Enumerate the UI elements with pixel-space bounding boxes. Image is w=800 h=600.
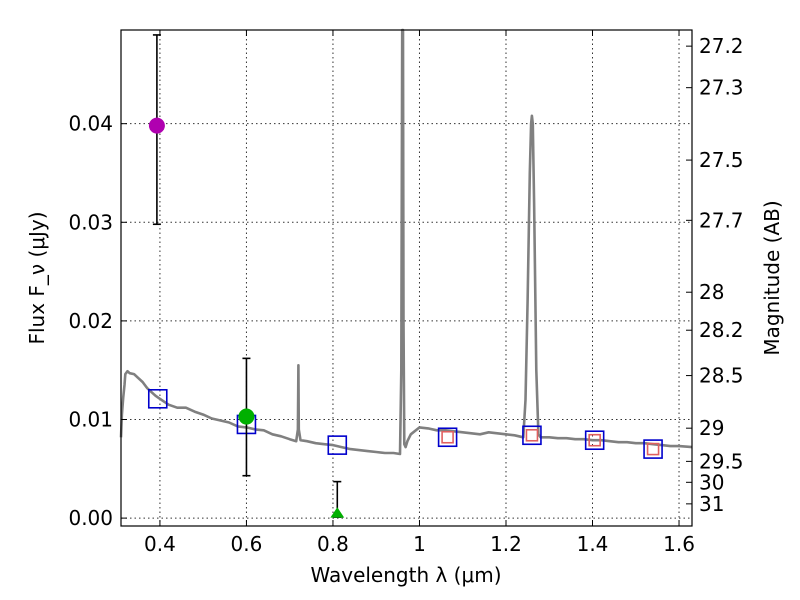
upper-limit-triangle [330, 507, 345, 518]
x-axis-label: Wavelength λ (μm) [310, 563, 501, 587]
right-tick-label: 29.5 [699, 449, 744, 473]
y-tick-label: 0.00 [68, 506, 113, 530]
y-axis-left: 0.00 0.01 0.02 0.03 0.04 [68, 112, 127, 530]
model-photometry-square [643, 439, 663, 459]
right-tick-label: 27.3 [699, 76, 744, 100]
x-tick-label: 1.4 [577, 532, 609, 556]
model-photometry-small-square [588, 433, 601, 447]
observed-flux-point [238, 408, 255, 425]
y-axis-label: Flux F_ν (μJy) [25, 211, 49, 344]
right-tick-label: 28 [699, 280, 724, 304]
model-spectrum-line [119, 28, 693, 456]
model-photometry-square [147, 388, 168, 409]
model-photometry-square [522, 425, 542, 446]
right-tick-label: 30 [699, 470, 724, 494]
y-tick-label: 0.01 [68, 408, 113, 432]
x-tick-label: 1 [413, 532, 426, 556]
grid-lines [121, 30, 692, 526]
x-tick-label: 0.8 [317, 532, 349, 556]
x-tick-label: 0.4 [144, 532, 176, 556]
x-axis: 0.4 0.6 0.8 1 1.2 1.4 1.6 [144, 30, 695, 556]
observed-flux-point [148, 117, 165, 134]
right-axis-label: Magnitude (AB) [760, 200, 784, 355]
x-tick-label: 1.2 [490, 532, 522, 556]
right-tick-label: 27.7 [699, 208, 744, 232]
right-tick-label: 28.2 [699, 318, 744, 342]
y-tick-label: 0.04 [68, 112, 113, 136]
x-tick-label: 1.6 [663, 532, 695, 556]
right-tick-label: 29 [699, 416, 724, 440]
right-tick-label: 31 [699, 492, 724, 516]
model-photometry-small-square [525, 428, 539, 442]
right-tick-label: 27.2 [699, 34, 744, 58]
right-tick-label: 28.5 [699, 364, 744, 388]
model-photometry-small-square [441, 430, 454, 444]
model-photometry-small-square [646, 442, 660, 456]
right-tick-label: 27.5 [699, 148, 744, 172]
plot-frame [120, 29, 693, 527]
x-tick-label: 0.6 [231, 532, 263, 556]
y-tick-label: 0.02 [68, 309, 113, 333]
series-layer [119, 28, 693, 518]
model-photometry-square [584, 430, 605, 451]
y-tick-label: 0.03 [68, 210, 113, 234]
model-photometry-square [327, 435, 348, 455]
model-photometry-square [437, 427, 458, 448]
